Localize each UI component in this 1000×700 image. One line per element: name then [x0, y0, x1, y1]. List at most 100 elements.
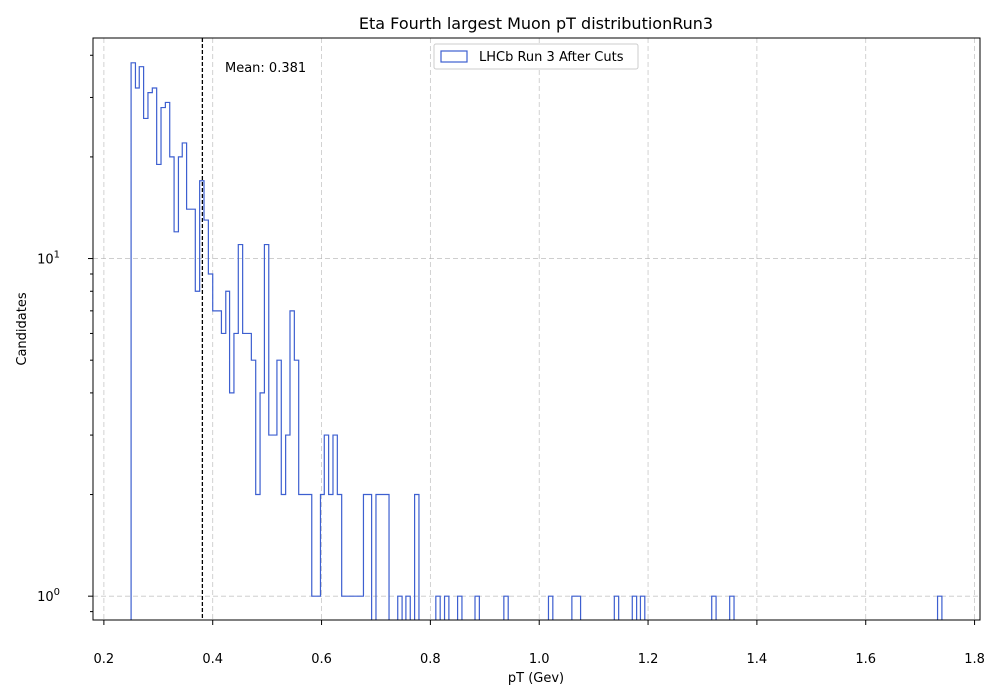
x-tick-label: 0.8: [420, 652, 441, 667]
x-tick-label: 0.2: [94, 652, 115, 667]
hist-bin: [226, 291, 230, 620]
hist-bin: [286, 435, 290, 620]
x-tick-label: 0.6: [311, 652, 332, 667]
hist-bin: [234, 333, 238, 620]
hist-outline: [130, 62, 943, 620]
mean-label: Mean: 0.381: [225, 61, 306, 76]
y-tick-label-exponent: 0: [54, 587, 60, 598]
hist-bin: [329, 495, 333, 620]
hist-bin: [380, 495, 384, 620]
hist-bin: [290, 311, 294, 620]
hist-bin: [273, 435, 277, 620]
hist-bin: [182, 143, 186, 620]
hist-bin: [355, 596, 359, 620]
legend-box: [433, 43, 639, 70]
hist-bin: [458, 596, 462, 620]
x-tick-label: 1.0: [529, 652, 550, 667]
hist-bin: [337, 495, 341, 620]
chart-title: Eta Fourth largest Muon pT distributionR…: [359, 14, 713, 33]
x-tick-label: 1.6: [855, 652, 876, 667]
hist-bin: [398, 596, 402, 620]
hist-bin: [144, 118, 148, 620]
hist-bin: [712, 596, 716, 620]
hist-bin: [208, 274, 212, 620]
hist-bin: [187, 209, 191, 620]
y-axis-label: Candidates: [15, 292, 30, 365]
hist-bin: [504, 596, 508, 620]
hist-bin: [303, 495, 307, 620]
x-tick-label: 0.4: [202, 652, 223, 667]
hist-bin: [195, 291, 199, 620]
hist-bin: [333, 435, 337, 620]
hist-bin: [135, 88, 139, 620]
hist-bin: [230, 393, 234, 620]
hist-bin: [475, 596, 479, 620]
hist-bin: [548, 596, 552, 620]
hist-bin: [350, 596, 354, 620]
x-tick-label: 1.8: [964, 652, 985, 667]
hist-bin: [572, 596, 576, 620]
hist-bin: [320, 495, 324, 620]
y-tick-label: 101: [37, 250, 60, 268]
hist-bin: [406, 596, 410, 620]
hist-bin: [247, 333, 251, 620]
hist-bin: [256, 495, 260, 620]
hist-bin: [359, 596, 363, 620]
hist-bin: [157, 164, 161, 620]
hist-bin: [264, 245, 268, 620]
grid-layer: [93, 38, 980, 620]
hist-bin: [131, 63, 135, 620]
hist-bin: [161, 108, 165, 620]
hist-bin: [174, 232, 178, 620]
hist-bin: [576, 596, 580, 620]
hist-bin: [217, 311, 221, 620]
hist-bin: [269, 435, 273, 620]
legend-entry-label: LHCb Run 3 After Cuts: [479, 50, 624, 65]
hist-bin: [376, 495, 380, 620]
series-layer: [130, 62, 943, 620]
hist-bin: [148, 93, 152, 620]
hist-bin: [342, 596, 346, 620]
plot-frame: [92, 37, 981, 621]
hist-bin: [445, 596, 449, 620]
hist-bin: [165, 102, 169, 620]
hist-bin: [251, 360, 255, 620]
hist-bin: [368, 495, 372, 620]
hist-bin: [632, 596, 636, 620]
hist-bin: [299, 495, 303, 620]
legend: LHCb Run 3 After Cuts: [433, 43, 639, 70]
hist-bin: [312, 596, 316, 620]
y-tick-label-base: 10: [37, 253, 54, 268]
x-tick-label: 1.2: [638, 652, 659, 667]
x-tick-label: 1.4: [747, 652, 768, 667]
hist-bin: [363, 495, 367, 620]
hist-bin: [307, 495, 311, 620]
hist-bin: [152, 88, 156, 620]
hist-bin: [415, 495, 419, 620]
hist-bin: [614, 596, 618, 620]
hist-bin: [260, 393, 264, 620]
hist-bin: [277, 360, 281, 620]
y-tick-label: 100: [37, 587, 60, 605]
hist-bin: [139, 67, 143, 620]
hist-series: [130, 62, 943, 620]
hist-bin: [938, 596, 942, 620]
hist-bin: [238, 245, 242, 620]
hist-bin: [316, 596, 320, 620]
hist-bin: [294, 360, 298, 620]
hist-bin: [204, 220, 208, 620]
hist-bin: [324, 435, 328, 620]
hist-bin: [221, 333, 225, 620]
x-axis-label: pT (Gev): [508, 671, 564, 686]
legend-swatch-icon: [440, 50, 468, 63]
y-tick-label-base: 10: [37, 590, 54, 605]
hist-bin: [436, 596, 440, 620]
hist-bin: [730, 596, 734, 620]
x-axis-ticks: 0.2 0.4 0.6 0.8 1.0 1.2 1.4 1.6 1.8: [94, 620, 985, 667]
hist-bin: [191, 209, 195, 620]
hist-bin: [178, 157, 182, 620]
hist-bin: [243, 333, 247, 620]
hist-bin: [346, 596, 350, 620]
